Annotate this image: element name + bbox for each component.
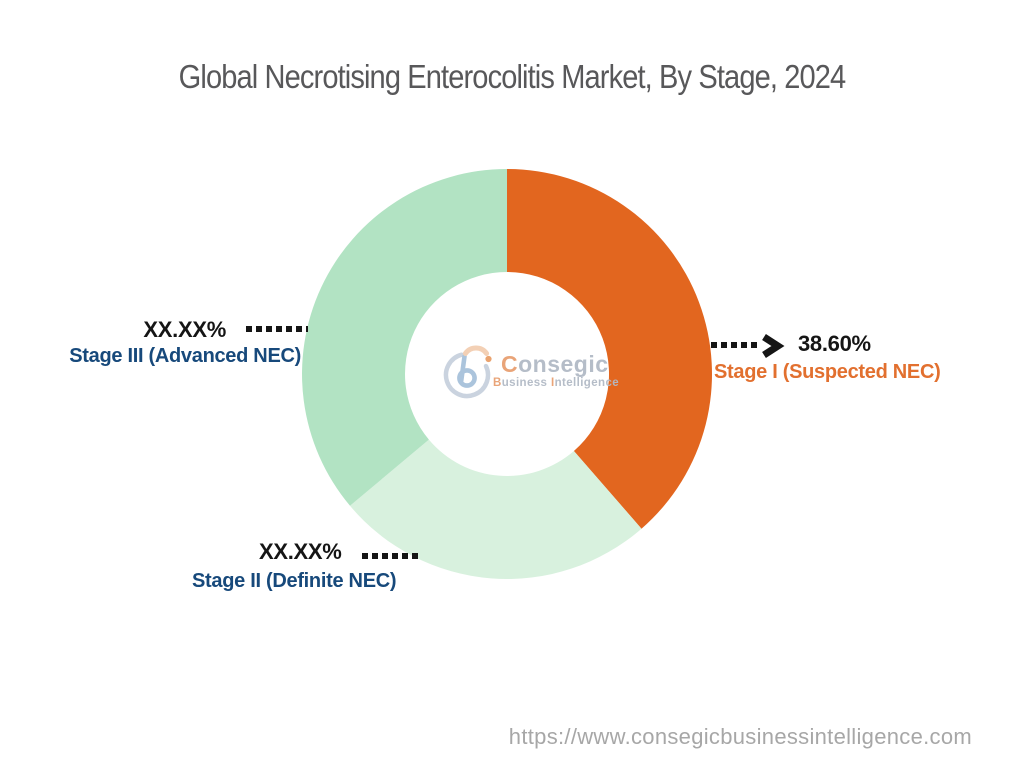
watermark-tagline-text: Business Intelligence (493, 377, 619, 389)
watermark-tagline-initial-1: B (493, 377, 502, 389)
donut-chart (302, 169, 712, 579)
callout-stage2-value: XX.XX% (259, 539, 342, 564)
callout-stage3-connector-dots (246, 326, 308, 332)
watermark-brand-initial: C (501, 351, 519, 377)
consegic-logo-icon (443, 345, 492, 399)
callout-stage3-name: Stage III (Advanced NEC) (69, 345, 301, 367)
callout-stage1-value: 38.60% (798, 331, 871, 356)
callout-stage3-value: XX.XX% (143, 317, 226, 342)
chart-title: Global Necrotising Enterocolitis Market,… (178, 58, 847, 95)
slice-stage1-suspected-nec (507, 169, 712, 529)
source-url: https://www.consegicbusinessintelligence… (508, 724, 972, 749)
watermark-brand-text: Consegic (501, 351, 609, 378)
slice-stage2-definite-nec (350, 439, 642, 579)
slice-stage3-advanced-nec (302, 169, 507, 506)
watermark-tagline-part-1: usiness (501, 377, 551, 389)
callout-stage2-name: Stage II (Definite NEC) (192, 570, 397, 592)
callout-stage2-connector-dots (362, 553, 420, 559)
callout-stage1-connector-dots (711, 342, 759, 348)
watermark-brand-rest: onsegic (518, 351, 609, 377)
arrow-right-icon (762, 334, 785, 358)
watermark-tagline-part-2: ntelligence (554, 377, 620, 389)
callout-stage1-name: Stage I (Suspected NEC) (714, 361, 941, 383)
watermark-tagline-initial-2: I (550, 377, 555, 389)
